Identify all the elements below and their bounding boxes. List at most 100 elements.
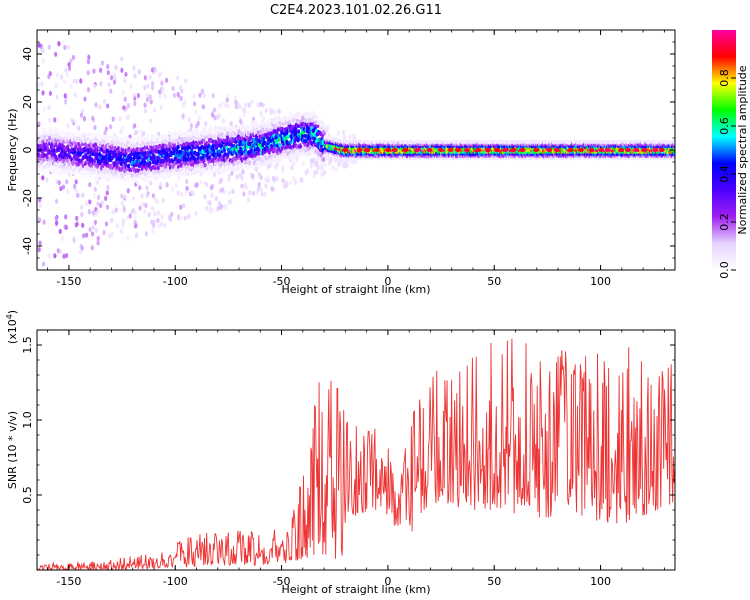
spectrogram-noise-mark <box>192 101 197 107</box>
spectrogram-ridge-mark <box>140 166 144 171</box>
spectrogram-noise-mark <box>341 162 346 168</box>
spectrogram-noise-mark <box>218 179 222 185</box>
spectrogram-noise-mark <box>309 163 313 169</box>
spectrogram-noise-mark <box>248 190 252 196</box>
spectrogram-noise-mark <box>225 97 229 103</box>
spectrogram-noise-mark <box>120 200 124 206</box>
spectrogram-noise-mark <box>140 128 144 134</box>
spectrogram-noise-mark <box>247 197 251 203</box>
spectrogram-noise-mark <box>72 237 76 244</box>
spectrogram-noise-mark <box>136 92 140 99</box>
spectrogram-noise-mark <box>212 171 217 178</box>
spectrogram-noise-mark <box>145 193 149 199</box>
spectrogram-noise-mark <box>74 222 78 228</box>
spectrogram-noise-mark <box>93 186 97 192</box>
spectrogram-ridge-mark <box>201 127 205 132</box>
spectrogram-noise-mark <box>324 127 328 133</box>
spectrogram-noise-mark <box>115 222 119 229</box>
spectrogram-noise-mark <box>157 72 162 78</box>
spectrogram-ridge-mark <box>143 138 147 143</box>
spectrogram-noise-mark <box>163 93 167 99</box>
spectrogram-ridge-mark <box>208 155 212 160</box>
spectrogram-noise-mark <box>320 171 324 178</box>
spectrogram-noise-mark <box>37 121 41 127</box>
spectrogram-ridge-mark <box>182 150 186 156</box>
spectrogram-noise-mark <box>132 93 136 99</box>
spectrogram-noise-mark <box>170 211 174 218</box>
spectrogram-noise-mark <box>80 245 84 251</box>
spectrogram-noise-mark <box>234 100 238 106</box>
spectrogram-ridge-mark <box>95 138 99 144</box>
spectrogram-noise-mark <box>143 102 147 108</box>
spectrogram-noise-mark <box>138 205 142 211</box>
spectrogram-noise-mark <box>182 202 186 209</box>
spectrogram-ridge-mark <box>102 167 106 172</box>
spectrogram-noise-mark <box>153 68 158 74</box>
spectrogram-noise-mark <box>63 99 68 105</box>
spectrogram-ridge-mark <box>190 147 194 153</box>
spectrogram-noise-mark <box>197 115 201 121</box>
spectrogram-noise-mark <box>281 178 285 184</box>
spectrogram-noise-mark <box>123 194 127 200</box>
spectrogram-noise-mark <box>165 182 169 188</box>
spectrogram-noise-mark <box>47 117 52 123</box>
spectrogram-noise-mark <box>153 196 157 202</box>
spectrogram-noise-mark <box>37 247 41 253</box>
spectrogram-ridge-mark <box>191 159 195 164</box>
spectrogram-ridge-mark <box>183 154 187 159</box>
spectrogram-noise-mark <box>93 192 97 198</box>
spectrogram-noise-mark <box>226 103 231 109</box>
spectrogram-noise-mark <box>218 103 222 109</box>
spectrogram-noise-mark <box>96 201 100 207</box>
spectrogram-noise-mark <box>207 199 211 205</box>
spectrogram-ridge-mark <box>266 120 270 126</box>
spectrogram-noise-mark <box>96 235 100 241</box>
spectrogram-noise-mark <box>281 165 285 171</box>
spectrogram-noise-mark <box>220 118 225 124</box>
spectrogram-noise-mark <box>269 109 273 115</box>
spectrogram-noise-mark <box>105 190 109 196</box>
spectrogram-ridge-mark <box>121 174 125 179</box>
spectrogram-noise-mark <box>93 219 98 225</box>
spectrogram-ridge-mark <box>163 150 167 155</box>
spectrogram-noise-mark <box>159 221 164 227</box>
spectrogram-ridge-mark <box>218 153 222 158</box>
spectrogram-noise-mark <box>143 75 147 81</box>
spectrogram-noise-mark <box>53 117 57 123</box>
spectrogram-ridge-mark <box>163 168 167 173</box>
spectrogram-noise-mark <box>37 109 40 115</box>
spectrogram-noise-mark <box>41 261 46 267</box>
spectrogram-noise-mark <box>64 252 69 259</box>
spectrogram-noise-mark <box>38 240 42 246</box>
spectrogram-noise-mark <box>334 157 338 164</box>
spectrogram-noise-mark <box>58 228 62 235</box>
spectrogram-noise-mark <box>180 192 184 198</box>
spectrogram-ridge-mark <box>77 141 81 147</box>
spectrogram-noise-mark <box>277 109 282 115</box>
spectrogram-noise-mark <box>151 228 155 234</box>
spectrogram-ridge-mark <box>203 163 207 168</box>
spectrogram-noise-mark <box>168 216 173 223</box>
spectrogram-noise-mark <box>38 202 42 209</box>
spectrogram-noise-mark <box>78 249 83 255</box>
spectrogram-ridge-mark <box>88 131 92 137</box>
spectrogram-noise-mark <box>164 77 169 83</box>
spectrogram-noise-mark <box>60 236 64 242</box>
spectrogram-ridge-mark <box>184 157 188 162</box>
spectrogram-noise-mark <box>65 179 69 185</box>
spectrogram-ridge-mark <box>110 135 114 141</box>
spectrogram-noise-mark <box>37 217 42 223</box>
spectrogram-ridge-mark <box>322 124 326 130</box>
spectrogram-ridge-mark <box>114 152 118 158</box>
spectrogram-noise-mark <box>118 116 122 122</box>
spectrogram-noise-mark <box>123 96 127 102</box>
spectrogram-ridge-mark <box>312 111 316 117</box>
spectrogram-ridge-mark <box>319 153 323 158</box>
spectrogram-noise-mark <box>63 224 67 230</box>
spectrogram-noise-mark <box>161 197 165 203</box>
spectrogram-noise-mark <box>227 190 231 196</box>
spectrogram-ridge-mark <box>131 173 135 178</box>
spectrogram-noise-mark <box>94 102 98 108</box>
spectrogram-ridge-mark <box>223 125 227 130</box>
